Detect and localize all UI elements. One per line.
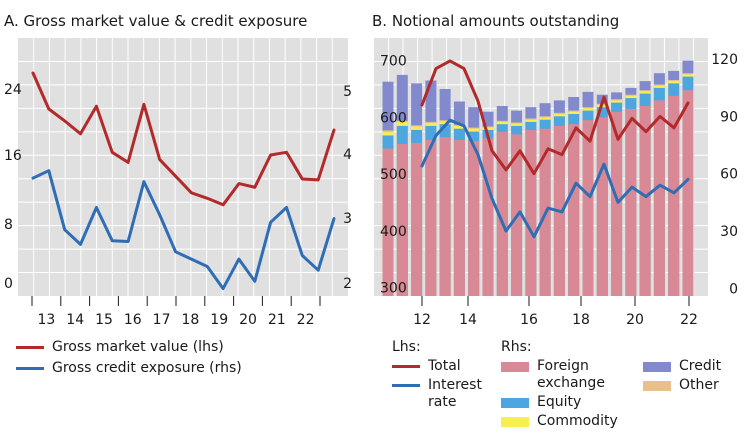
bar-foreign-exchange [682, 90, 694, 296]
panel-a-left-tick: 24 [4, 82, 22, 98]
legend-panel-b-rhs-2: Credit Other [643, 358, 721, 394]
panel-a-right-tick: 3 [343, 211, 352, 227]
bar-foreign-exchange [468, 141, 480, 296]
bar-foreign-exchange [596, 117, 608, 297]
legend-item-gross-credit-exposure: Gross credit exposure (rhs) [16, 360, 242, 377]
panel-b-x-label: 14 [459, 312, 477, 328]
legend-item-commodity: Commodity [501, 413, 618, 430]
bar-foreign-exchange [611, 111, 623, 296]
bar-foreign-exchange [625, 108, 637, 297]
panel-a-right-tick: 4 [343, 147, 352, 163]
legend-item-total: Total [392, 358, 482, 375]
legend-line-interest-rate [392, 384, 420, 387]
legend-item-equity: Equity [501, 394, 618, 411]
panel-b-left-tick: 600 [380, 110, 407, 126]
legend-label-gross-credit-exposure: Gross credit exposure (rhs) [52, 360, 242, 376]
bar-foreign-exchange [496, 131, 508, 296]
panel-a-x-label: 14 [66, 312, 84, 328]
legend-panel-a: Gross market value (lhs) Gross credit ex… [16, 339, 242, 377]
legend-item-other: Other [643, 377, 721, 394]
panel-a-x-label: 16 [124, 312, 142, 328]
series-gross-credit-exposure [31, 169, 336, 291]
legend-swatch-credit [643, 362, 671, 372]
legend-panel-b-rhs: Rhs: Foreign exchange Equity Commodity [501, 339, 618, 430]
panel-a-x-label: 22 [297, 312, 315, 328]
bar-foreign-exchange [639, 106, 651, 296]
bar-foreign-exchange [425, 140, 437, 296]
series-interest-rate [420, 118, 690, 239]
legend-label-total: Total [428, 358, 461, 374]
panel-a-right-tick: 5 [343, 84, 352, 100]
panel-a-x-label: 21 [268, 312, 286, 328]
panel-b-x-label: 20 [626, 312, 644, 328]
panel-a-x-label: 13 [37, 312, 55, 328]
panel-b-right-tick: 90 [720, 109, 738, 125]
legend-item-credit: Credit [643, 358, 721, 375]
panel-a-x-label: 19 [210, 312, 228, 328]
panel-b-x-label: 12 [413, 312, 431, 328]
panel-b-left-tick: 500 [380, 167, 407, 183]
panel-a-right-tick: 2 [343, 276, 352, 292]
legend-line-gross-credit-exposure [16, 367, 44, 370]
series-total [420, 59, 690, 176]
legend-item-gross-market-value: Gross market value (lhs) [16, 339, 242, 356]
series-gross-market-value [31, 71, 336, 207]
legend-label-gross-market-value: Gross market value (lhs) [52, 339, 224, 355]
legend-rhs-heading: Rhs: [501, 339, 532, 355]
bar-foreign-exchange [382, 148, 394, 296]
legend-lhs-heading: Lhs: [392, 339, 421, 355]
bar-foreign-exchange [439, 137, 451, 296]
bar-foreign-exchange [582, 120, 594, 296]
panel-a-left-tick: 8 [4, 217, 13, 233]
legend-label-foreign-exchange-line1: Foreign [537, 358, 589, 374]
legend-panel-b-lhs: Lhs: Total Interest rate [392, 339, 482, 411]
bar-foreign-exchange [453, 140, 465, 296]
bar-foreign-exchange [396, 144, 408, 296]
panel-b-title: B. Notional amounts outstanding [372, 12, 619, 30]
legend-item-foreign-exchange: Foreign exchange [501, 358, 618, 392]
panel-b-x-label: 18 [572, 312, 590, 328]
bar-foreign-exchange [568, 124, 580, 296]
panel-b-left-tick: 400 [380, 224, 407, 240]
legend-swatch-equity [501, 398, 529, 408]
legend-label-interest-rate: Interest rate [428, 377, 482, 411]
panel-a-title: A. Gross market value & credit exposure [4, 12, 307, 30]
panel-a-left-tick: 16 [4, 148, 22, 164]
legend-swatch-foreign-exchange [501, 362, 529, 372]
legend-label-equity: Equity [537, 394, 582, 410]
legend-label-interest-rate-line1: Interest [428, 377, 482, 393]
bar-foreign-exchange [525, 129, 537, 296]
bar-foreign-exchange [653, 100, 665, 297]
panel-b-x-label: 22 [680, 312, 698, 328]
bar-foreign-exchange [668, 95, 680, 296]
legend-label-other: Other [679, 377, 719, 393]
panel-b-left-tick: 300 [380, 280, 407, 296]
panel-a-left-tick: 0 [4, 276, 13, 292]
panel-a-x-label: 15 [95, 312, 113, 328]
panel-a-x-label: 17 [153, 312, 171, 328]
bar-foreign-exchange [411, 142, 423, 296]
legend-label-credit: Credit [679, 358, 722, 374]
legend-label-commodity: Commodity [537, 413, 618, 429]
legend-label-foreign-exchange: Foreign exchange [537, 358, 605, 392]
panel-a-x-label: 20 [239, 312, 257, 328]
panel-b-right-tick: 0 [729, 281, 738, 297]
bar-foreign-exchange [482, 138, 494, 296]
panel-a-plot-area [18, 38, 348, 296]
panel-b-right-tick: 60 [720, 167, 738, 183]
legend-item-interest-rate: Interest rate [392, 377, 482, 411]
legend-label-foreign-exchange-line2: exchange [537, 375, 605, 391]
panel-b-right-tick: 120 [711, 52, 738, 68]
legend-line-gross-market-value [16, 346, 44, 349]
legend-swatch-other [643, 381, 671, 391]
legend-line-total [392, 365, 420, 368]
panel-b-x-label: 16 [520, 312, 538, 328]
legend-label-interest-rate-line2: rate [428, 394, 457, 410]
panel-b-left-tick: 700 [380, 54, 407, 70]
panel-b-right-tick: 30 [720, 224, 738, 240]
legend-swatch-commodity [501, 417, 529, 427]
panel-a-x-label: 18 [181, 312, 199, 328]
